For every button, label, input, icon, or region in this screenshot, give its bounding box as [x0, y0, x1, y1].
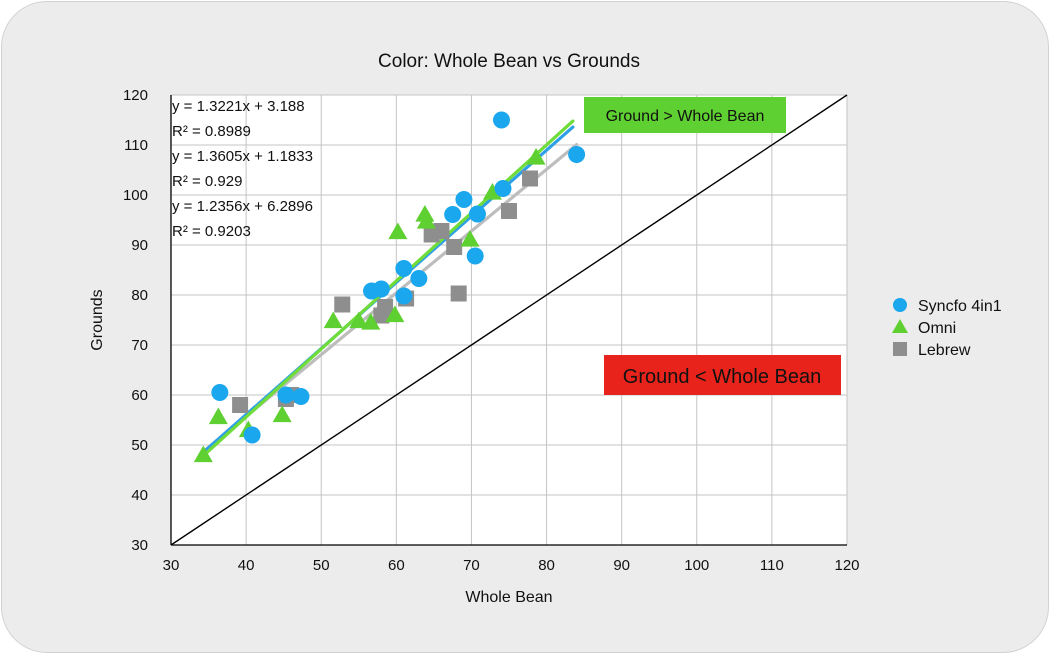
y-tick-labels: 30 40 50 60 70 80 90 100 110 120 — [123, 87, 148, 554]
y-tick-label: 60 — [131, 387, 148, 404]
point-triangle — [415, 205, 435, 222]
point-triangle — [388, 222, 408, 240]
point-square — [232, 397, 249, 413]
y-tick-label: 110 — [124, 137, 148, 154]
point-square — [450, 285, 467, 302]
r2-lebrew: R² = 0.9203 — [172, 223, 251, 240]
point-circle — [372, 280, 390, 298]
annotation-ground-greater-box — [584, 97, 786, 133]
point-circle — [466, 247, 484, 265]
point-square — [334, 296, 351, 313]
point-circle — [492, 111, 510, 129]
y-axis-label: Grounds — [89, 289, 106, 350]
point-circle — [468, 205, 486, 223]
point-circle — [395, 260, 413, 277]
equation-syncfo: y = 1.3221x + 3.188 — [172, 98, 305, 115]
annotation-ground-greater: Ground > Whole Bean — [584, 97, 786, 133]
legend-marker-syncfo — [893, 298, 907, 312]
data-points — [193, 111, 586, 463]
point-square — [433, 223, 450, 239]
point-circle — [292, 388, 310, 405]
legend-label-syncfo: Syncfo 4in1 — [918, 298, 1002, 315]
point-triangle — [349, 311, 369, 329]
point-circle — [444, 206, 462, 223]
x-tick-label: 100 — [684, 557, 709, 574]
axes — [170, 95, 847, 546]
x-tick-label: 120 — [834, 557, 859, 574]
point-square — [377, 299, 394, 315]
x-tick-label: 40 — [238, 557, 255, 574]
point-triangle — [208, 407, 228, 425]
y-tick-label: 70 — [131, 337, 148, 354]
y-tick-label: 120 — [123, 87, 148, 104]
y-tick-label: 100 — [123, 187, 148, 204]
y-tick-label: 40 — [131, 487, 148, 504]
point-triangle — [272, 405, 292, 423]
x-tick-label: 110 — [760, 557, 784, 574]
point-circle — [568, 146, 586, 163]
x-tick-label: 30 — [163, 557, 180, 574]
legend-marker-omni — [892, 319, 908, 333]
equation-lebrew: y = 1.2356x + 6.2896 — [172, 198, 313, 215]
y-tick-label: 90 — [131, 237, 148, 254]
x-tick-label: 60 — [388, 557, 405, 574]
point-triangle — [323, 311, 343, 329]
point-square — [501, 203, 517, 219]
y-tick-label: 30 — [131, 537, 148, 554]
point-triangle — [416, 212, 436, 229]
point-triangle — [526, 148, 546, 165]
reference-line — [170, 94, 848, 546]
x-tick-label: 50 — [313, 557, 330, 574]
point-circle — [211, 384, 229, 401]
point-square — [446, 239, 463, 255]
r2-omni: R² = 0.929 — [172, 173, 242, 190]
y-tick-label: 80 — [131, 287, 148, 304]
annotation-ground-less-text: Ground < Whole Bean — [623, 366, 821, 388]
x-tick-label: 90 — [613, 557, 630, 574]
legend: Syncfo 4in1 Omni Lebrew — [892, 298, 1002, 359]
point-circle — [395, 287, 413, 305]
legend-label-omni: Omni — [918, 320, 956, 337]
trend-equations: y = 1.3221x + 3.188 R² = 0.8989 y = 1.36… — [172, 98, 313, 240]
point-circle — [243, 426, 261, 444]
point-triangle — [482, 183, 502, 200]
x-axis-label: Whole Bean — [465, 589, 552, 606]
point-square — [522, 170, 539, 187]
annotation-ground-greater-text: Ground > Whole Bean — [606, 108, 765, 125]
legend-label-lebrew: Lebrew — [918, 342, 971, 359]
point-triangle — [193, 445, 213, 463]
x-tick-label: 80 — [538, 557, 555, 574]
point-circle — [494, 180, 512, 197]
annotation-ground-less: Ground < Whole Bean — [604, 355, 841, 395]
x-tick-labels: 30 40 50 60 70 80 90 100 110 120 — [163, 557, 860, 574]
point-triangle — [385, 305, 405, 323]
x-tick-label: 70 — [463, 557, 480, 574]
equation-omni: y = 1.3605x + 1.1833 — [172, 148, 313, 165]
annotation-ground-less-box — [604, 355, 841, 395]
point-circle — [455, 191, 473, 208]
legend-marker-lebrew — [893, 342, 907, 356]
y-tick-label: 50 — [131, 437, 148, 454]
point-triangle — [361, 313, 381, 330]
point-circle — [277, 386, 295, 404]
chart-title: Color: Whole Bean vs Grounds — [378, 51, 640, 72]
point-triangle — [460, 230, 480, 247]
point-circle — [410, 270, 428, 287]
r2-syncfo: R² = 0.8989 — [172, 123, 251, 140]
